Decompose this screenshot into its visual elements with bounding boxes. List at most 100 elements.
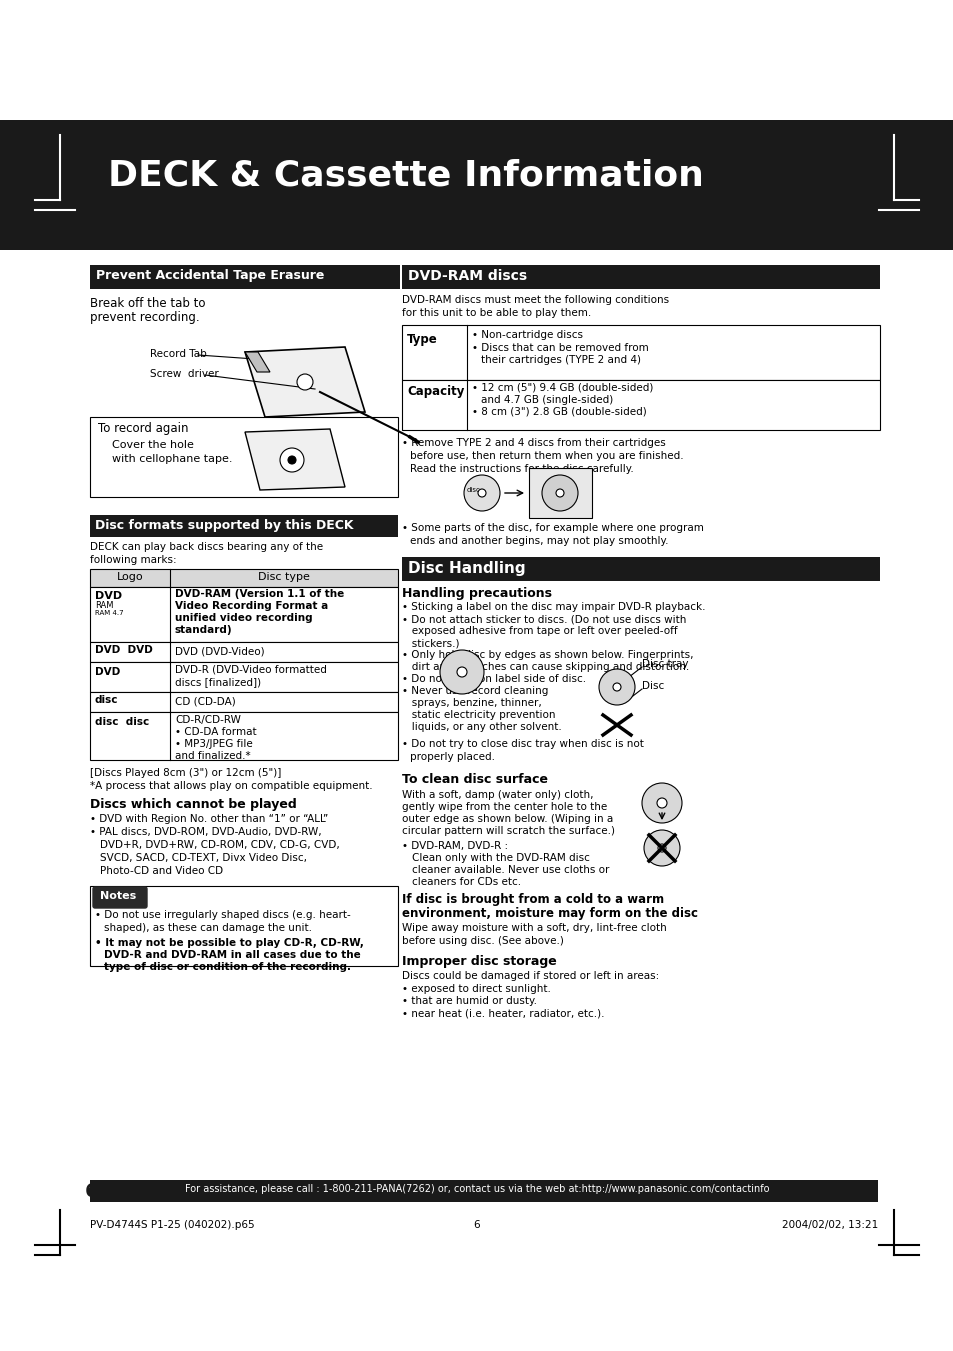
- Circle shape: [456, 667, 467, 677]
- Text: stickers.): stickers.): [401, 638, 459, 648]
- Text: • 8 cm (3") 2.8 GB (double-sided): • 8 cm (3") 2.8 GB (double-sided): [472, 407, 646, 417]
- Text: SVCD, SACD, CD-TEXT, Divx Video Disc,: SVCD, SACD, CD-TEXT, Divx Video Disc,: [100, 852, 307, 863]
- Text: and 4.7 GB (single-sided): and 4.7 GB (single-sided): [480, 394, 613, 405]
- Bar: [0, 120, 953, 250]
- Text: DVD-RAM (Version 1.1 of the: DVD-RAM (Version 1.1 of the: [174, 589, 344, 598]
- Text: type of disc or condition of the recording.: type of disc or condition of the recordi…: [104, 962, 351, 971]
- Circle shape: [643, 830, 679, 866]
- Text: dirt and scratches can cause skipping and distortion.: dirt and scratches can cause skipping an…: [401, 662, 688, 671]
- Text: • Do not use irregularly shaped discs (e.g. heart-: • Do not use irregularly shaped discs (e…: [95, 911, 351, 920]
- Circle shape: [296, 374, 313, 390]
- Text: DECK & Cassette Information: DECK & Cassette Information: [108, 158, 703, 192]
- Text: DVD-RAM discs must meet the following conditions: DVD-RAM discs must meet the following co…: [401, 295, 668, 305]
- Text: disc: disc: [95, 694, 118, 705]
- Text: Prevent Accidental Tape Erasure: Prevent Accidental Tape Erasure: [96, 269, 324, 282]
- Circle shape: [657, 798, 666, 808]
- Bar: [401, 265, 879, 289]
- Circle shape: [477, 489, 485, 497]
- Bar: [90, 886, 397, 966]
- Text: environment, moisture may form on the disc: environment, moisture may form on the di…: [401, 907, 698, 920]
- Text: PV-D4744S P1-25 (040202).p65: PV-D4744S P1-25 (040202).p65: [90, 1220, 254, 1229]
- Text: shaped), as these can damage the unit.: shaped), as these can damage the unit.: [104, 923, 312, 934]
- Text: sprays, benzine, thinner,: sprays, benzine, thinner,: [401, 698, 541, 708]
- Text: static electricity prevention: static electricity prevention: [401, 711, 555, 720]
- Text: Discs which cannot be played: Discs which cannot be played: [90, 798, 296, 811]
- Text: To record again: To record again: [98, 422, 189, 435]
- Text: Photo-CD and Video CD: Photo-CD and Video CD: [100, 866, 223, 875]
- Text: *A process that allows play on compatible equipment.: *A process that allows play on compatibl…: [90, 781, 373, 790]
- Text: DVD-R (DVD-Video formatted: DVD-R (DVD-Video formatted: [174, 665, 327, 676]
- Text: Capacity: Capacity: [407, 385, 464, 399]
- Text: for this unit to be able to play them.: for this unit to be able to play them.: [401, 308, 591, 317]
- Bar: [90, 642, 397, 662]
- Text: • exposed to direct sunlight.: • exposed to direct sunlight.: [401, 984, 550, 994]
- Text: Handling precautions: Handling precautions: [401, 586, 552, 600]
- Text: Type: Type: [407, 332, 437, 346]
- Text: Record Tab: Record Tab: [150, 349, 207, 359]
- Polygon shape: [245, 430, 345, 490]
- Circle shape: [598, 669, 635, 705]
- Text: outer edge as shown below. (Wiping in a: outer edge as shown below. (Wiping in a: [401, 815, 613, 824]
- Text: If disc is brought from a cold to a warm: If disc is brought from a cold to a warm: [401, 893, 663, 907]
- Text: circular pattern will scratch the surface.): circular pattern will scratch the surfac…: [401, 825, 615, 836]
- Circle shape: [613, 684, 620, 690]
- Text: 6: 6: [85, 1182, 98, 1201]
- Bar: [90, 586, 397, 642]
- Circle shape: [439, 650, 483, 694]
- Text: DVD: DVD: [95, 590, 122, 601]
- Text: DVD (DVD-Video): DVD (DVD-Video): [174, 646, 264, 657]
- Text: • Some parts of the disc, for example where one program: • Some parts of the disc, for example wh…: [401, 523, 703, 534]
- Text: standard): standard): [174, 626, 233, 635]
- Text: Video Recording Format a: Video Recording Format a: [174, 601, 328, 611]
- Text: Read the instructions for the disc carefully.: Read the instructions for the disc caref…: [410, 463, 633, 474]
- Text: Disc Handling: Disc Handling: [408, 561, 525, 576]
- Text: DECK can play back discs bearing any of the: DECK can play back discs bearing any of …: [90, 542, 323, 553]
- Bar: [401, 326, 879, 380]
- Text: liquids, or any other solvent.: liquids, or any other solvent.: [401, 721, 561, 732]
- Text: • CD-DA format: • CD-DA format: [174, 727, 256, 738]
- Text: ends and another begins, may not play smoothly.: ends and another begins, may not play sm…: [410, 536, 668, 546]
- Text: To clean disc surface: To clean disc surface: [401, 773, 547, 786]
- Text: Disc formats supported by this DECK: Disc formats supported by this DECK: [95, 519, 354, 532]
- Text: DVD-RAM discs: DVD-RAM discs: [408, 269, 527, 282]
- Text: Disc tray: Disc tray: [641, 659, 688, 669]
- Text: cleaner available. Never use cloths or: cleaner available. Never use cloths or: [412, 865, 609, 875]
- Text: Break off the tab to: Break off the tab to: [90, 297, 205, 309]
- Text: Disc: Disc: [641, 681, 663, 690]
- Polygon shape: [245, 353, 270, 372]
- Text: RAM: RAM: [95, 601, 113, 611]
- Text: • Sticking a label on the disc may impair DVD-R playback.: • Sticking a label on the disc may impai…: [401, 603, 705, 612]
- FancyBboxPatch shape: [92, 888, 147, 908]
- Text: DVD: DVD: [95, 667, 120, 677]
- Circle shape: [556, 489, 563, 497]
- Text: following marks:: following marks:: [90, 555, 176, 565]
- Text: For assistance, please call : 1-800-211-PANA(7262) or, contact us via the web at: For assistance, please call : 1-800-211-…: [185, 1183, 768, 1194]
- Text: discs [finalized]): discs [finalized]): [174, 677, 261, 688]
- Text: unified video recording: unified video recording: [174, 613, 313, 623]
- Polygon shape: [529, 467, 592, 517]
- Text: Improper disc storage: Improper disc storage: [401, 955, 557, 969]
- Text: DVD-R and DVD-RAM in all cases due to the: DVD-R and DVD-RAM in all cases due to th…: [104, 950, 360, 961]
- Text: • It may not be possible to play CD-R, CD-RW,: • It may not be possible to play CD-R, C…: [95, 938, 363, 948]
- Bar: [90, 712, 397, 761]
- Circle shape: [541, 476, 578, 511]
- Text: exposed adhesive from tape or left over peeled-off: exposed adhesive from tape or left over …: [401, 626, 677, 636]
- Polygon shape: [245, 347, 365, 417]
- Text: • Remove TYPE 2 and 4 discs from their cartridges: • Remove TYPE 2 and 4 discs from their c…: [401, 438, 665, 449]
- Text: and finalized.*: and finalized.*: [174, 751, 251, 761]
- Bar: [401, 380, 879, 430]
- Text: • Do not write on label side of disc.: • Do not write on label side of disc.: [401, 674, 585, 684]
- Text: CD-R/CD-RW: CD-R/CD-RW: [174, 715, 240, 725]
- Text: Disc type: Disc type: [258, 571, 310, 582]
- Text: • Only hold disc by edges as shown below. Fingerprints,: • Only hold disc by edges as shown below…: [401, 650, 693, 661]
- Text: their cartridges (TYPE 2 and 4): their cartridges (TYPE 2 and 4): [480, 355, 640, 365]
- Text: [Discs Played 8cm (3") or 12cm (5")]: [Discs Played 8cm (3") or 12cm (5")]: [90, 767, 281, 778]
- Text: gently wipe from the center hole to the: gently wipe from the center hole to the: [401, 802, 607, 812]
- Text: 2004/02/02, 13:21: 2004/02/02, 13:21: [781, 1220, 877, 1229]
- Bar: [90, 692, 397, 712]
- Text: Logo: Logo: [116, 571, 143, 582]
- Bar: [90, 515, 397, 536]
- Text: • Do not try to close disc tray when disc is not: • Do not try to close disc tray when dis…: [401, 739, 643, 748]
- Text: RAM 4.7: RAM 4.7: [95, 611, 124, 616]
- Text: disc  disc: disc disc: [95, 717, 149, 727]
